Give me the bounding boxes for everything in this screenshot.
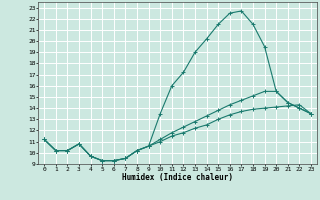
X-axis label: Humidex (Indice chaleur): Humidex (Indice chaleur) (122, 173, 233, 182)
